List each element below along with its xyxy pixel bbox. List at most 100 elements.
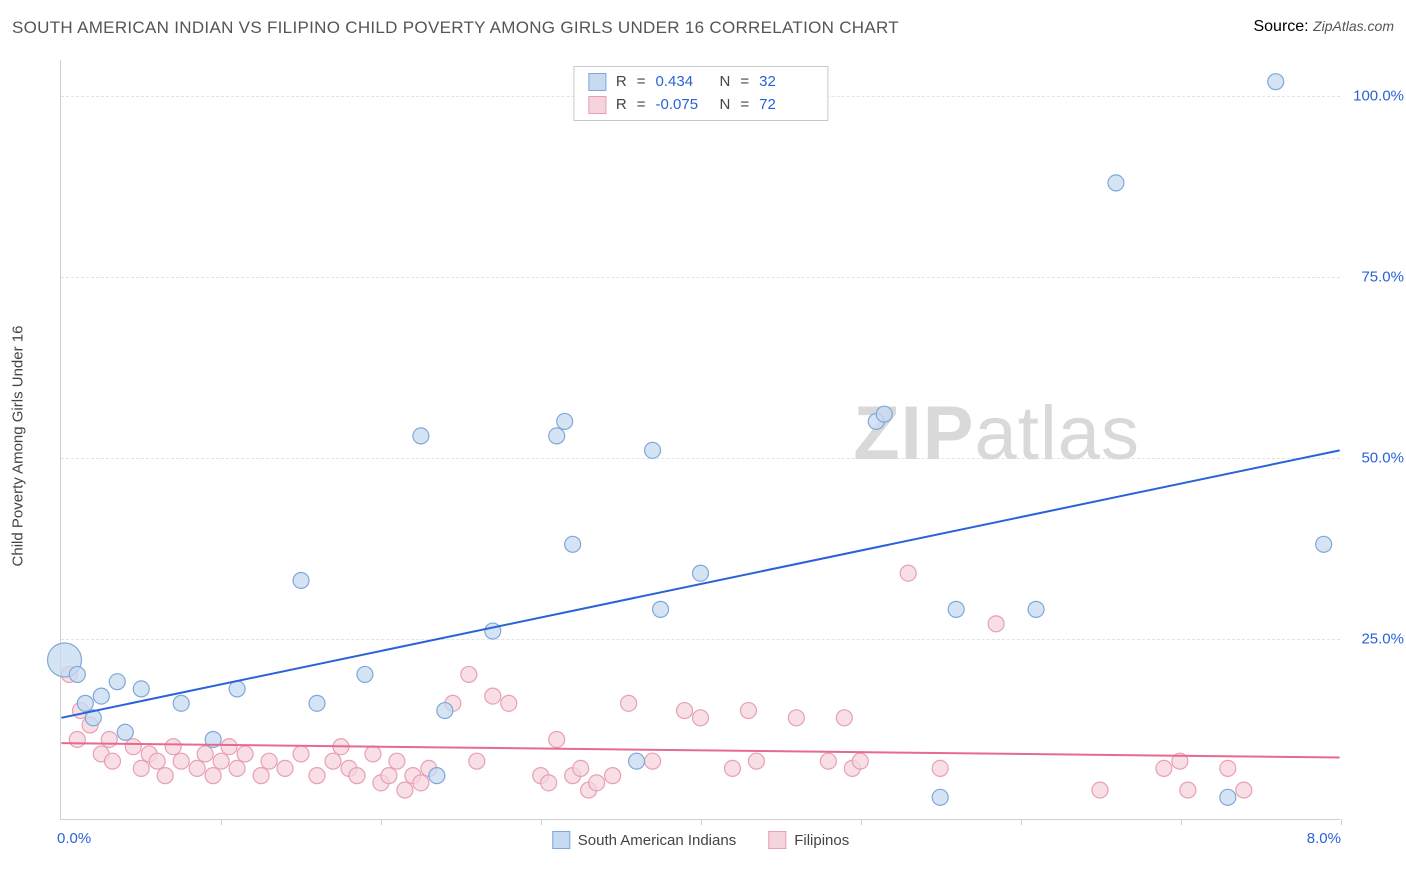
x-tick-label: 0.0% — [57, 830, 91, 847]
scatter-point-sai — [565, 536, 581, 552]
n-label: N — [720, 71, 731, 94]
source: Source: ZipAtlas.com — [1253, 18, 1394, 36]
scatter-point-fil — [541, 775, 557, 791]
scatter-point-sai — [229, 681, 245, 697]
scatter-point-sai — [1028, 601, 1044, 617]
y-tick-label: 25.0% — [1344, 631, 1404, 648]
n-value-sai: 32 — [759, 71, 813, 94]
scatter-point-fil — [1156, 760, 1172, 776]
scatter-point-fil — [461, 666, 477, 682]
swatch-sai — [588, 73, 606, 91]
scatter-point-fil — [221, 739, 237, 755]
scatter-point-fil — [277, 760, 293, 776]
scatter-point-sai — [293, 572, 309, 588]
scatter-point-sai — [357, 666, 373, 682]
scatter-point-fil — [645, 753, 661, 769]
chart-title: SOUTH AMERICAN INDIAN VS FILIPINO CHILD … — [12, 18, 899, 38]
stats-row-fil: R = -0.075 N = 72 — [588, 94, 813, 117]
scatter-point-fil — [820, 753, 836, 769]
scatter-point-fil — [621, 695, 637, 711]
scatter-point-sai — [173, 695, 189, 711]
scatter-point-sai — [653, 601, 669, 617]
y-tick-label: 75.0% — [1344, 269, 1404, 286]
scatter-point-fil — [293, 746, 309, 762]
scatter-point-sai — [557, 413, 573, 429]
scatter-point-fil — [852, 753, 868, 769]
scatter-point-fil — [788, 710, 804, 726]
scatter-point-fil — [349, 768, 365, 784]
scatter-point-fil — [104, 753, 120, 769]
scatter-point-fil — [589, 775, 605, 791]
scatter-point-sai — [693, 565, 709, 581]
stats-legend-box: R = 0.434 N = 32 R = -0.075 N = 72 — [573, 66, 828, 121]
scatter-point-fil — [413, 775, 429, 791]
scatter-point-fil — [900, 565, 916, 581]
eq: = — [637, 71, 646, 94]
scatter-point-fil — [261, 753, 277, 769]
source-value: ZipAtlas.com — [1313, 18, 1394, 34]
scatter-point-fil — [397, 782, 413, 798]
scatter-point-sai — [413, 428, 429, 444]
scatter-point-fil — [229, 760, 245, 776]
scatter-point-fil — [173, 753, 189, 769]
scatter-point-fil — [740, 703, 756, 719]
scatter-point-fil — [836, 710, 852, 726]
n-label: N — [720, 94, 731, 117]
legend-label-fil: Filipinos — [794, 832, 849, 849]
scatter-point-sai — [876, 406, 892, 422]
bottom-legend: South American Indians Filipinos — [552, 831, 849, 849]
legend-item-fil: Filipinos — [768, 831, 849, 849]
trend-line-sai — [61, 450, 1339, 717]
scatter-point-fil — [677, 703, 693, 719]
scatter-point-fil — [157, 768, 173, 784]
swatch-sai — [552, 831, 570, 849]
y-tick-label: 100.0% — [1344, 88, 1404, 105]
scatter-point-fil — [325, 753, 341, 769]
eq: = — [740, 71, 749, 94]
eq: = — [740, 94, 749, 117]
scatter-point-fil — [213, 753, 229, 769]
scatter-point-fil — [605, 768, 621, 784]
scatter-point-fil — [693, 710, 709, 726]
scatter-point-sai — [109, 674, 125, 690]
scatter-point-fil — [133, 760, 149, 776]
legend-label-sai: South American Indians — [578, 832, 736, 849]
scatter-point-fil — [748, 753, 764, 769]
scatter-point-fil — [932, 760, 948, 776]
swatch-fil — [768, 831, 786, 849]
scatter-point-sai — [93, 688, 109, 704]
scatter-point-sai — [1268, 74, 1284, 90]
scatter-point-fil — [69, 731, 85, 747]
r-value-fil: -0.075 — [656, 94, 710, 117]
scatter-point-sai — [549, 428, 565, 444]
scatter-point-fil — [501, 695, 517, 711]
scatter-point-fil — [1236, 782, 1252, 798]
scatter-point-fil — [988, 616, 1004, 632]
scatter-point-fil — [237, 746, 253, 762]
scatter-point-sai — [309, 695, 325, 711]
scatter-point-fil — [381, 768, 397, 784]
scatter-point-fil — [149, 753, 165, 769]
scatter-point-sai — [77, 695, 93, 711]
scatter-point-sai — [645, 442, 661, 458]
scatter-point-fil — [205, 768, 221, 784]
scatter-svg — [61, 60, 1340, 819]
scatter-point-sai — [117, 724, 133, 740]
scatter-point-sai — [932, 789, 948, 805]
scatter-point-fil — [724, 760, 740, 776]
swatch-fil — [588, 96, 606, 114]
scatter-point-fil — [1220, 760, 1236, 776]
scatter-point-fil — [485, 688, 501, 704]
scatter-point-fil — [101, 731, 117, 747]
scatter-point-sai — [1220, 789, 1236, 805]
scatter-point-fil — [165, 739, 181, 755]
scatter-point-fil — [469, 753, 485, 769]
plot-area: ZIPatlas 25.0%50.0%75.0%100.0%0.0%8.0% R… — [60, 60, 1340, 820]
x-tick-label: 8.0% — [1307, 830, 1341, 847]
scatter-point-fil — [365, 746, 381, 762]
scatter-point-fil — [549, 731, 565, 747]
scatter-point-fil — [189, 760, 205, 776]
scatter-point-sai — [133, 681, 149, 697]
scatter-point-sai — [948, 601, 964, 617]
stats-row-sai: R = 0.434 N = 32 — [588, 71, 813, 94]
